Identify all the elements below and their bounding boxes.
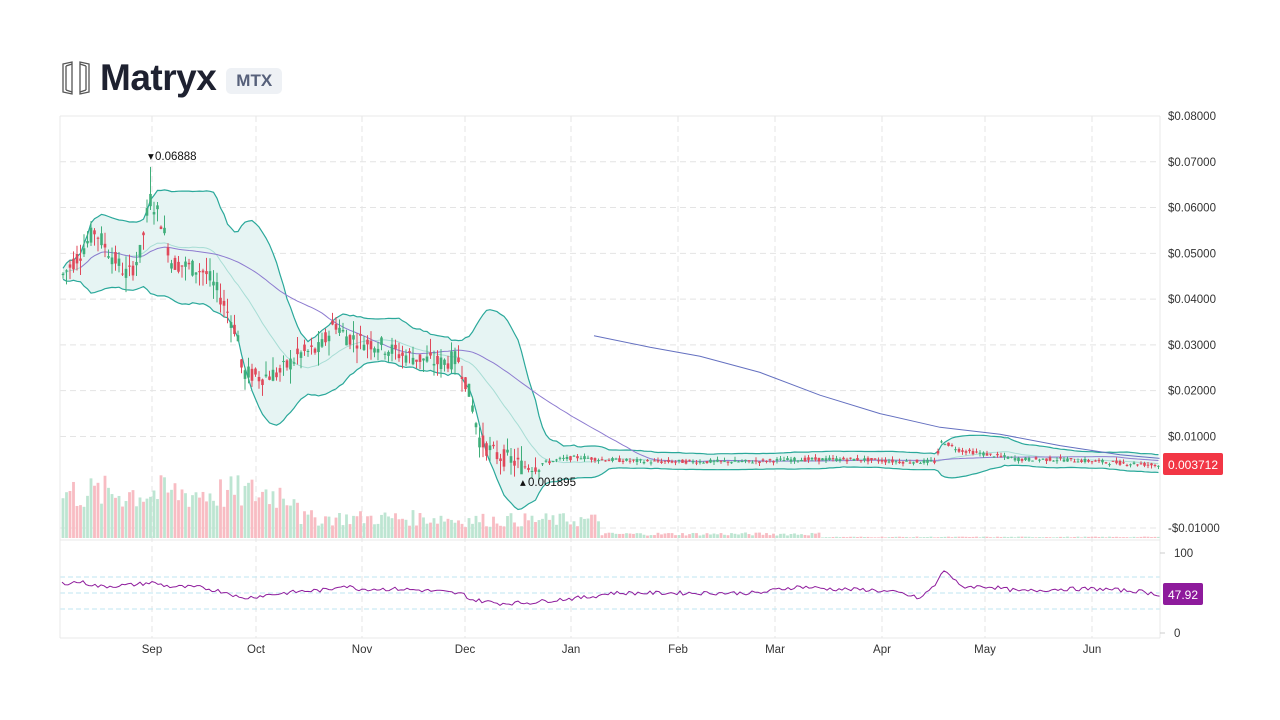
current-rsi-value: 47.92: [1168, 588, 1198, 602]
volume-bars: [61, 475, 1160, 538]
price-axis-label: $0.08000: [1168, 111, 1216, 123]
time-axis-label: Jan: [562, 644, 581, 656]
current-rsi-badge: 47.92: [1163, 583, 1203, 605]
time-axis-label: Jun: [1083, 644, 1102, 656]
grid-lines: [60, 115, 1160, 638]
high-annotation: 0.06888: [155, 151, 197, 163]
ticker-badge: MTX: [226, 68, 283, 94]
price-axis-label: $0.01000: [1168, 431, 1216, 443]
time-axis: Sep Oct Nov Dec Jan Feb Mar Apr May Jun: [142, 644, 1102, 656]
time-axis-label: Apr: [873, 644, 891, 656]
price-axis-label: $0.02000: [1168, 386, 1216, 398]
time-axis-label: Dec: [455, 644, 476, 656]
coin-header: Matryx MTX: [60, 57, 283, 98]
price-axis-label: -$0.01000: [1168, 523, 1220, 535]
low-annotation: 0.001895: [528, 477, 576, 489]
high-marker-icon: ▾: [148, 151, 154, 163]
current-price-badge: 0.003712: [1163, 453, 1223, 475]
rsi-axis-label: 0: [1174, 628, 1180, 640]
time-axis-label: Nov: [352, 644, 373, 656]
time-axis-label: Sep: [142, 644, 162, 656]
price-axis: $0.08000 $0.07000 $0.06000 $0.05000 $0.04000…: [1160, 111, 1220, 640]
price-axis-label: $0.06000: [1168, 203, 1216, 215]
matryx-logo-icon: [62, 61, 90, 95]
low-marker-icon: ▴: [520, 477, 526, 489]
time-axis-label: May: [974, 644, 996, 656]
price-axis-label: $0.05000: [1168, 248, 1216, 260]
candlesticks[interactable]: [61, 166, 1160, 481]
annotations: ▾ 0.06888 ▴ 0.001895: [148, 151, 576, 489]
time-axis-label: Feb: [668, 644, 688, 656]
bollinger-bands: [62, 189, 1159, 511]
time-axis-label: Mar: [765, 644, 785, 656]
current-price-value: 0.003712: [1168, 458, 1218, 472]
price-axis-label: $0.03000: [1168, 340, 1216, 352]
price-axis-label: $0.04000: [1168, 294, 1216, 306]
chart-frame: [59, 115, 1161, 639]
time-axis-label: Oct: [247, 644, 266, 656]
price-axis-label: $0.07000: [1168, 157, 1216, 169]
moving-averages: [80, 246, 1161, 462]
coin-name: Matryx: [100, 57, 217, 98]
rsi-panel: [61, 570, 1161, 607]
rsi-axis-label: 100: [1174, 548, 1193, 560]
